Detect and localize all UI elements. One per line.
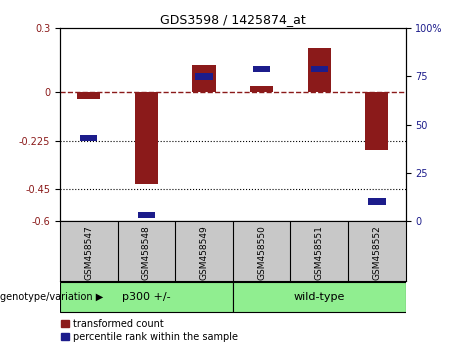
Bar — [253, 65, 270, 72]
Text: GSM458548: GSM458548 — [142, 225, 151, 280]
Bar — [135, 92, 158, 184]
Text: wild-type: wild-type — [294, 292, 345, 302]
Bar — [80, 135, 97, 141]
FancyBboxPatch shape — [60, 282, 233, 312]
Text: genotype/variation ▶: genotype/variation ▶ — [0, 292, 103, 302]
Bar — [311, 65, 328, 72]
Text: GSM458547: GSM458547 — [84, 225, 93, 280]
Bar — [77, 92, 100, 99]
Legend: transformed count, percentile rank within the sample: transformed count, percentile rank withi… — [61, 319, 238, 342]
FancyBboxPatch shape — [233, 282, 406, 312]
Bar — [138, 212, 155, 218]
Bar — [195, 73, 213, 80]
Bar — [250, 86, 273, 92]
Bar — [365, 92, 388, 150]
Text: GSM458550: GSM458550 — [257, 225, 266, 280]
Text: GSM458551: GSM458551 — [315, 225, 324, 280]
Title: GDS3598 / 1425874_at: GDS3598 / 1425874_at — [160, 13, 306, 26]
Bar — [308, 47, 331, 92]
Text: p300 +/-: p300 +/- — [122, 292, 171, 302]
Text: GSM458552: GSM458552 — [372, 225, 381, 280]
Bar — [368, 198, 385, 205]
Bar — [193, 65, 216, 92]
Text: GSM458549: GSM458549 — [200, 225, 208, 280]
